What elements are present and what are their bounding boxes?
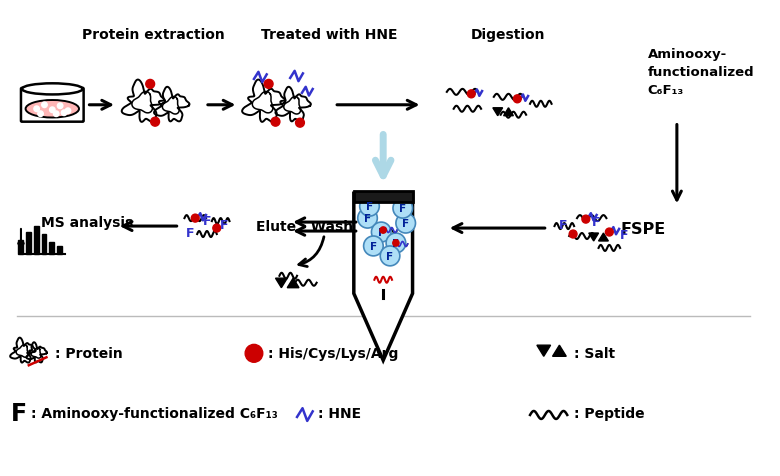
Text: F: F <box>402 218 410 228</box>
Text: : Aminooxy-functionalized C₆F₁₃: : Aminooxy-functionalized C₆F₁₃ <box>30 406 278 420</box>
Text: FSPE: FSPE <box>620 221 665 236</box>
Text: : His/Cys/Lys/Arg: : His/Cys/Lys/Arg <box>268 347 398 360</box>
Circle shape <box>605 228 613 237</box>
Text: F: F <box>364 214 371 224</box>
Text: F: F <box>399 204 406 214</box>
Circle shape <box>393 240 399 247</box>
Text: : HNE: : HNE <box>317 406 360 420</box>
Circle shape <box>58 104 63 109</box>
Circle shape <box>66 109 71 114</box>
Circle shape <box>513 96 521 104</box>
Text: F: F <box>370 241 377 251</box>
Circle shape <box>569 230 577 238</box>
Text: F: F <box>11 401 27 425</box>
Circle shape <box>396 214 416 234</box>
Text: F: F <box>559 218 568 231</box>
Text: F: F <box>203 214 211 227</box>
Circle shape <box>37 112 43 117</box>
Circle shape <box>371 223 391 242</box>
Circle shape <box>386 234 406 253</box>
Circle shape <box>296 119 304 128</box>
Circle shape <box>34 107 39 112</box>
Circle shape <box>41 103 48 109</box>
Text: Treated with HNE: Treated with HNE <box>261 28 398 42</box>
FancyBboxPatch shape <box>34 227 38 254</box>
FancyBboxPatch shape <box>41 235 47 254</box>
Text: Digestion: Digestion <box>470 28 544 42</box>
Circle shape <box>54 112 59 117</box>
Text: Elute   Wash: Elute Wash <box>257 219 353 234</box>
Polygon shape <box>589 234 598 241</box>
Polygon shape <box>493 109 502 117</box>
FancyBboxPatch shape <box>57 247 62 254</box>
Text: MS analysis: MS analysis <box>41 216 133 229</box>
Polygon shape <box>598 234 608 241</box>
Circle shape <box>62 111 67 116</box>
Circle shape <box>50 108 55 113</box>
FancyBboxPatch shape <box>26 233 30 254</box>
Polygon shape <box>552 346 566 357</box>
Text: F: F <box>392 238 399 248</box>
FancyBboxPatch shape <box>18 240 23 254</box>
FancyBboxPatch shape <box>21 89 83 122</box>
Circle shape <box>358 209 378 228</box>
Text: F: F <box>620 228 628 241</box>
Circle shape <box>467 90 475 99</box>
Text: : Salt: : Salt <box>574 347 615 360</box>
Ellipse shape <box>22 84 83 95</box>
Text: F: F <box>378 228 385 238</box>
Circle shape <box>363 237 383 257</box>
Circle shape <box>381 247 400 266</box>
Circle shape <box>146 80 154 89</box>
FancyBboxPatch shape <box>354 192 413 203</box>
Circle shape <box>271 118 280 127</box>
Circle shape <box>360 197 379 217</box>
Text: F: F <box>186 226 194 239</box>
Ellipse shape <box>26 101 79 118</box>
Polygon shape <box>287 278 299 288</box>
Circle shape <box>393 199 413 218</box>
Text: F: F <box>366 202 373 212</box>
Text: Aminooxy-
functionalized
C₆F₁₃: Aminooxy- functionalized C₆F₁₃ <box>647 48 754 97</box>
Polygon shape <box>537 346 551 357</box>
Circle shape <box>213 225 221 233</box>
Text: Protein extraction: Protein extraction <box>82 28 225 42</box>
Circle shape <box>264 80 273 89</box>
Circle shape <box>151 118 159 127</box>
Text: F: F <box>592 215 601 228</box>
Polygon shape <box>275 278 287 288</box>
Polygon shape <box>504 109 513 117</box>
FancyBboxPatch shape <box>49 242 55 254</box>
Circle shape <box>582 216 590 224</box>
Text: F: F <box>386 251 394 261</box>
Text: : Protein: : Protein <box>55 347 123 360</box>
Circle shape <box>191 215 199 223</box>
Text: F: F <box>220 218 229 231</box>
Polygon shape <box>354 194 413 360</box>
Text: : Peptide: : Peptide <box>574 406 645 420</box>
Circle shape <box>380 228 386 234</box>
Circle shape <box>245 345 263 363</box>
